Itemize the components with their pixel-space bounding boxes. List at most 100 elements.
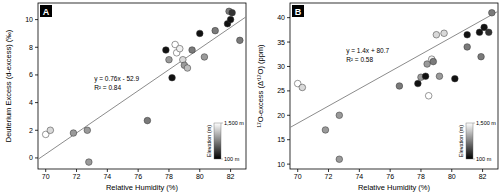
- x-tick: [76, 169, 77, 172]
- panel-label-box: [292, 5, 304, 17]
- x-tick-label: 74: [355, 173, 363, 180]
- colorbar-title: Elevation (m): [458, 125, 464, 158]
- point: [299, 84, 306, 91]
- y-tick: [287, 90, 290, 91]
- point: [201, 54, 208, 61]
- y-tick: [35, 157, 38, 158]
- point: [425, 92, 432, 99]
- point: [84, 127, 91, 134]
- point: [322, 127, 329, 134]
- x-tick-label: 78: [165, 173, 173, 180]
- panel-label-box: [40, 5, 52, 17]
- y-tick-label: 15: [277, 136, 285, 143]
- panel: 707274767880820246810Relative Humidity (…: [4, 3, 246, 192]
- y-axis-label: ¹⁷O-excess (Δ'¹⁷O) (ppm): [256, 44, 265, 128]
- x-tick: [359, 169, 360, 172]
- x-tick: [138, 169, 139, 172]
- point: [229, 9, 236, 16]
- x-tick: [451, 169, 452, 172]
- y-tick-label: 8: [29, 44, 33, 51]
- y-tick-label: 6: [29, 71, 33, 78]
- y-axis-label: Deuterium Excess (d-excess) (‰): [4, 29, 13, 142]
- x-tick-label: 72: [73, 173, 81, 180]
- trend-line: [290, 11, 498, 127]
- point: [485, 29, 492, 36]
- point: [478, 53, 485, 60]
- y-tick-label: 2: [29, 127, 33, 134]
- point: [166, 56, 173, 63]
- colorbar-tick-label: 100 m: [476, 156, 492, 162]
- x-tick: [199, 169, 200, 172]
- colorbar-tick: [221, 159, 223, 160]
- colorbar-tick: [473, 159, 475, 160]
- y-tick: [287, 17, 290, 18]
- point: [212, 27, 219, 34]
- x-tick-label: 74: [103, 173, 111, 180]
- point: [184, 65, 191, 72]
- point: [436, 73, 443, 80]
- y-tick: [287, 115, 290, 116]
- point: [196, 30, 203, 37]
- y-tick-label: 25: [277, 87, 285, 94]
- y-tick-label: 30: [277, 63, 285, 70]
- x-tick-label: 70: [294, 173, 302, 180]
- y-tick-label: 35: [277, 39, 285, 46]
- x-tick: [107, 169, 108, 172]
- x-tick-label: 72: [325, 173, 333, 180]
- annotation: R² = 0.58: [346, 56, 373, 63]
- x-tick: [45, 169, 46, 172]
- x-axis-label: Relative Humidity (%): [106, 183, 179, 192]
- point: [422, 73, 429, 80]
- colorbar-tick-label: 1,500 m: [224, 120, 244, 126]
- point: [489, 9, 496, 16]
- y-tick-label: 20: [277, 112, 285, 119]
- trend-line: [38, 17, 246, 159]
- figure: 70 72 74 76 78 80 82 0 2 4 6 8 10 Relative Humidity (…: [0, 0, 500, 194]
- x-tick-label: 76: [386, 173, 394, 180]
- point: [144, 117, 151, 124]
- x-tick-label: 80: [448, 173, 456, 180]
- x-tick: [230, 169, 231, 172]
- x-tick: [390, 169, 391, 172]
- y-tick: [287, 66, 290, 67]
- data-area: [290, 9, 498, 162]
- y-tick-label: 4: [29, 99, 33, 106]
- point: [47, 127, 54, 134]
- plot-frame: [38, 3, 246, 169]
- point: [70, 130, 77, 137]
- point: [415, 80, 422, 87]
- x-tick: [420, 169, 421, 172]
- colorbar-title: Elevation (m): [206, 125, 212, 158]
- x-tick-label: 70: [42, 173, 50, 180]
- panel: 7072747678808210152025303540Relative Hum…: [256, 3, 498, 192]
- point: [227, 16, 234, 23]
- y-tick-label: 10: [277, 161, 285, 168]
- y-tick: [35, 130, 38, 131]
- colorbar-tick-label: 1,500 m: [476, 120, 496, 126]
- x-tick: [297, 169, 298, 172]
- x-tick-label: 78: [417, 173, 425, 180]
- y-tick: [35, 47, 38, 48]
- y-tick: [35, 102, 38, 103]
- point: [86, 159, 93, 166]
- colorbar-tick: [473, 123, 475, 124]
- point: [430, 58, 437, 65]
- annotation: R² = 0.84: [94, 84, 121, 91]
- colorbar: [214, 123, 221, 159]
- annotation: y = 1.4x + 80.7: [346, 47, 389, 55]
- point: [189, 47, 196, 54]
- point: [163, 47, 170, 54]
- y-tick: [287, 42, 290, 43]
- point: [336, 156, 343, 163]
- y-tick-label: 0: [29, 154, 33, 161]
- annotation: y = 0.76x - 52.9: [94, 75, 139, 83]
- point: [464, 44, 471, 51]
- x-tick-label: 76: [134, 173, 142, 180]
- data-area: [38, 8, 246, 165]
- x-tick: [482, 169, 483, 172]
- point: [452, 75, 459, 82]
- y-tick-label: 40: [277, 14, 285, 21]
- x-tick-label: 82: [227, 173, 235, 180]
- panel-label: B: [295, 7, 302, 17]
- x-tick-label: 82: [479, 173, 487, 180]
